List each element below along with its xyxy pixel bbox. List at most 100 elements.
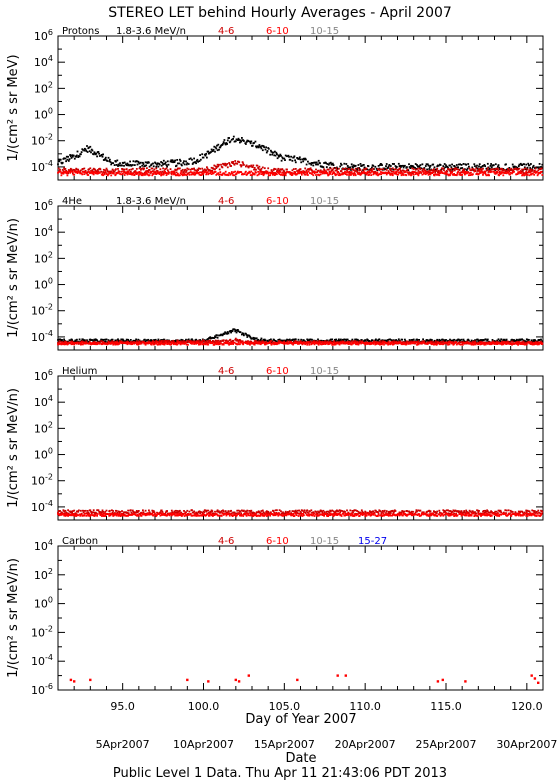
data-point — [92, 341, 95, 344]
data-point — [151, 509, 154, 512]
data-point — [245, 174, 248, 176]
data-point — [471, 166, 474, 169]
data-point — [67, 509, 69, 512]
data-point — [420, 342, 423, 345]
data-point — [255, 168, 257, 171]
data-point — [237, 329, 239, 331]
data-point — [186, 509, 189, 512]
data-point — [183, 510, 185, 512]
data-point — [408, 510, 410, 513]
data-point — [238, 139, 241, 141]
data-point — [206, 171, 209, 173]
data-point — [270, 340, 273, 342]
data-point — [343, 162, 346, 165]
data-point — [135, 173, 138, 175]
data-point — [499, 343, 502, 345]
data-point — [73, 340, 76, 343]
data-point — [329, 173, 331, 175]
data-point — [269, 153, 272, 156]
data-point — [80, 341, 83, 344]
data-point — [256, 174, 259, 177]
data-point — [121, 164, 123, 167]
data-point — [221, 143, 224, 146]
data-point — [211, 510, 214, 512]
data-point — [273, 167, 276, 170]
data-point — [322, 170, 325, 173]
data-point — [215, 147, 218, 150]
data-point — [99, 168, 102, 171]
data-point — [192, 341, 195, 344]
data-point — [523, 174, 526, 176]
data-point — [179, 341, 181, 344]
data-point — [65, 513, 67, 516]
data-point — [418, 165, 420, 168]
data-point — [276, 340, 278, 343]
data-point — [131, 173, 133, 176]
data-point — [150, 339, 152, 341]
data-point — [132, 172, 135, 175]
data-point — [500, 511, 503, 514]
data-point — [260, 337, 263, 340]
data-point — [245, 141, 248, 143]
data-point — [63, 510, 65, 513]
data-point — [144, 165, 146, 167]
data-point — [151, 167, 154, 170]
data-point — [92, 509, 95, 512]
data-point — [529, 171, 532, 174]
data-point — [111, 512, 114, 514]
data-point — [397, 173, 400, 176]
data-point — [235, 138, 238, 141]
data-point — [371, 342, 373, 344]
data-point — [470, 342, 472, 345]
data-point — [488, 343, 491, 346]
data-point — [193, 157, 195, 160]
data-point — [90, 512, 93, 515]
data-point — [342, 341, 345, 344]
data-point — [82, 168, 84, 170]
data-point — [299, 340, 302, 342]
data-point — [97, 341, 100, 344]
data-point — [193, 514, 195, 517]
data-point — [246, 509, 249, 512]
data-point — [115, 173, 117, 176]
data-point — [224, 510, 227, 512]
data-point — [216, 144, 218, 147]
data-point — [408, 163, 410, 166]
data-point — [480, 343, 482, 345]
data-point — [333, 340, 336, 342]
data-point — [325, 166, 328, 168]
data-point — [63, 157, 65, 160]
data-point — [249, 336, 252, 339]
data-point — [461, 167, 464, 169]
data-point — [214, 339, 217, 342]
data-point — [249, 512, 251, 514]
data-point — [144, 342, 146, 344]
data-point — [86, 151, 89, 153]
data-point — [379, 171, 382, 173]
data-point — [226, 331, 229, 333]
data-point — [318, 511, 321, 514]
data-point — [433, 174, 436, 177]
data-point — [67, 155, 69, 158]
data-point — [340, 509, 342, 512]
data-point — [173, 161, 176, 163]
data-point — [212, 168, 215, 170]
data-point — [174, 159, 177, 162]
data-point — [284, 512, 286, 515]
data-point — [140, 515, 143, 517]
data-point — [380, 168, 383, 171]
data-point — [479, 172, 482, 174]
data-point — [453, 169, 456, 172]
data-point — [335, 167, 338, 170]
data-point — [245, 170, 247, 173]
data-point — [518, 167, 521, 170]
data-point — [299, 158, 302, 161]
data-point — [472, 343, 475, 346]
data-point — [314, 171, 317, 173]
data-point — [236, 509, 239, 512]
data-point — [346, 338, 349, 341]
data-point — [117, 165, 119, 167]
data-point — [281, 156, 284, 159]
data-point — [61, 171, 64, 174]
data-point — [204, 171, 207, 173]
